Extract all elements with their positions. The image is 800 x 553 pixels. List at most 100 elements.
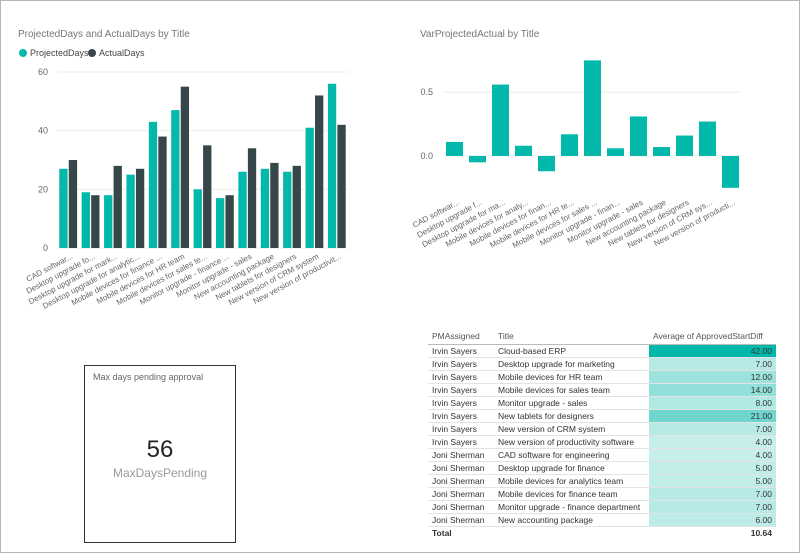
legend-marker-projected xyxy=(19,49,27,57)
matrix-header-pm[interactable]: PMAssigned xyxy=(428,328,494,345)
cell-value: 12.00 xyxy=(649,370,776,384)
bar-actual[interactable] xyxy=(203,145,212,248)
bar-variance[interactable] xyxy=(653,147,670,156)
table-row[interactable]: Irvin Sayers Mobile devices for sales tea… xyxy=(428,383,776,397)
bar-variance[interactable] xyxy=(699,121,716,156)
table-row[interactable]: Irvin Sayers Desktop upgrade for marketin… xyxy=(428,357,776,371)
cell-value: 21.00 xyxy=(649,409,776,423)
bar-variance[interactable] xyxy=(584,60,601,156)
cell-pm: Irvin Sayers xyxy=(428,435,494,449)
bar-projected[interactable] xyxy=(215,198,225,248)
bar-projected[interactable] xyxy=(305,127,314,248)
matrix-header-title[interactable]: Title xyxy=(494,328,649,345)
bar-actual[interactable] xyxy=(113,165,122,248)
table-row[interactable]: Irvin Sayers New tablets for designers 21.… xyxy=(428,409,776,423)
approved-start-diff-matrix[interactable]: PMAssigned Title Average of ApprovedStar… xyxy=(428,328,776,539)
bar-projected[interactable] xyxy=(193,189,202,248)
y-tick-label: 60 xyxy=(38,67,48,77)
bar-projected[interactable] xyxy=(59,168,68,248)
cell-pm: Joni Sherman xyxy=(428,513,494,527)
bar-variance[interactable] xyxy=(676,135,693,156)
bar-variance[interactable] xyxy=(492,84,509,156)
bar-projected[interactable] xyxy=(148,121,158,248)
cell-title: Monitor upgrade - finance department xyxy=(494,500,649,514)
table-row[interactable]: Joni Sherman Monitor upgrade - finance de… xyxy=(428,500,776,514)
bar-projected[interactable] xyxy=(81,192,90,248)
y-tick-label: 0 xyxy=(43,243,48,253)
bar-actual[interactable] xyxy=(270,162,279,248)
bar-actual[interactable] xyxy=(247,148,257,248)
cell-title: CAD software for engineering xyxy=(494,448,649,462)
cell-value: 7.00 xyxy=(649,357,776,371)
table-row[interactable]: Joni Sherman Mobile devices for finance t… xyxy=(428,487,776,501)
cell-title: Mobile devices for finance team xyxy=(494,487,649,501)
bar-actual[interactable] xyxy=(180,86,190,248)
cell-value: 7.00 xyxy=(649,422,776,436)
bar-projected[interactable] xyxy=(126,174,135,248)
cell-pm: Irvin Sayers xyxy=(428,422,494,436)
table-row[interactable]: Joni Sherman CAD software for engineering… xyxy=(428,448,776,462)
matrix-total-spacer xyxy=(494,525,649,539)
bar-projected[interactable] xyxy=(104,195,113,248)
cell-title: New version of CRM system xyxy=(494,422,649,436)
table-row[interactable]: Irvin Sayers Mobile devices for HR team 12… xyxy=(428,370,776,384)
bar-actual[interactable] xyxy=(225,195,234,248)
table-row[interactable]: Joni Sherman Mobile devices for analytics… xyxy=(428,474,776,488)
max-days-card[interactable]: Max days pending approval 56 MaxDaysPend… xyxy=(84,365,236,543)
bar-variance[interactable] xyxy=(630,116,647,156)
table-row[interactable]: Irvin Sayers Cloud-based ERP 42.00 xyxy=(428,344,776,358)
cell-title: Mobile devices for HR team xyxy=(494,370,649,384)
bar-variance[interactable] xyxy=(515,145,532,156)
chart1-title: ProjectedDays and ActualDays by Title xyxy=(18,29,190,40)
bar-actual[interactable] xyxy=(91,195,100,248)
bar-projected[interactable] xyxy=(327,83,337,248)
bar-projected[interactable] xyxy=(283,171,292,248)
legend-label-actual: ActualDays xyxy=(99,48,145,58)
bar-projected[interactable] xyxy=(171,110,180,248)
bar-actual[interactable] xyxy=(337,124,346,248)
cell-pm: Irvin Sayers xyxy=(428,344,494,358)
cell-value: 4.00 xyxy=(649,448,776,462)
cell-title: Mobile devices for analytics team xyxy=(494,474,649,488)
y-tick-label: 0.0 xyxy=(420,151,433,161)
matrix-total-label: Total xyxy=(428,525,494,539)
bar-actual[interactable] xyxy=(68,160,78,248)
bar-variance[interactable] xyxy=(607,148,624,156)
table-row[interactable]: Irvin Sayers New version of productivity … xyxy=(428,435,776,449)
matrix-header-row: PMAssigned Title Average of ApprovedStar… xyxy=(428,328,776,345)
card-title: Max days pending approval xyxy=(93,372,204,382)
legend-marker-actual xyxy=(88,49,96,57)
bar-variance[interactable] xyxy=(538,155,555,172)
bar-variance[interactable] xyxy=(561,134,578,156)
cell-title: New version of productivity software xyxy=(494,435,649,449)
bar-actual[interactable] xyxy=(315,95,324,248)
cell-value: 8.00 xyxy=(649,396,776,410)
matrix-total-value: 10.64 xyxy=(649,525,776,539)
bar-projected[interactable] xyxy=(260,168,270,248)
cell-value: 6.00 xyxy=(649,513,776,527)
matrix-header-value[interactable]: Average of ApprovedStartDiff xyxy=(649,328,776,345)
cell-title: Cloud-based ERP xyxy=(494,344,649,358)
cell-pm: Joni Sherman xyxy=(428,500,494,514)
bar-variance[interactable] xyxy=(469,155,486,163)
bar-projected[interactable] xyxy=(238,171,247,248)
bar-variance[interactable] xyxy=(722,155,739,188)
bar-variance[interactable] xyxy=(446,141,463,156)
bar-actual[interactable] xyxy=(292,165,301,248)
cell-value: 7.00 xyxy=(649,500,776,514)
table-row[interactable]: Joni Sherman New accounting package 6.00 xyxy=(428,513,776,527)
cell-pm: Joni Sherman xyxy=(428,448,494,462)
cell-value: 5.00 xyxy=(649,461,776,475)
matrix-total-row: Total 10.64 xyxy=(428,525,776,539)
cell-title: New tablets for designers xyxy=(494,409,649,423)
chart2-title: VarProjectedActual by Title xyxy=(420,29,540,40)
table-row[interactable]: Joni Sherman Desktop upgrade for finance 5… xyxy=(428,461,776,475)
table-row[interactable]: Irvin Sayers New version of CRM system 7.0… xyxy=(428,422,776,436)
bar-actual[interactable] xyxy=(158,136,167,248)
cell-pm: Irvin Sayers xyxy=(428,409,494,423)
bar-actual[interactable] xyxy=(135,168,145,248)
table-row[interactable]: Irvin Sayers Monitor upgrade - sales 8.00 xyxy=(428,396,776,410)
cell-title: Mobile devices for sales team xyxy=(494,383,649,397)
